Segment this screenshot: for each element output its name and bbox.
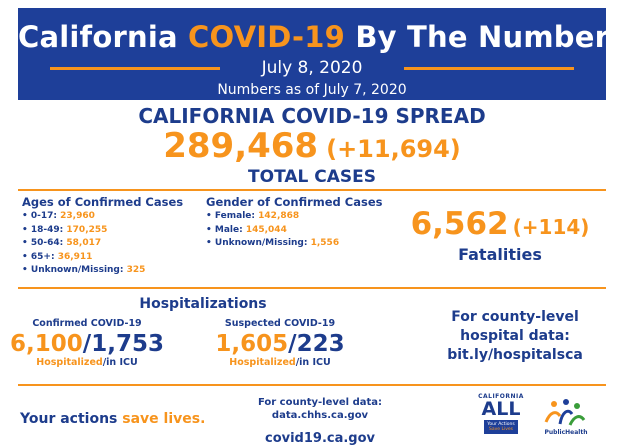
page-title: California COVID-19 By The Numbers (18, 20, 624, 54)
confirmed-sublabel: Hospitalized/in ICU (36, 357, 138, 368)
suspected-label: Suspected COVID-19 (224, 318, 336, 329)
total-cases-label: TOTAL CASES (248, 167, 376, 187)
confirmed-numbers: 6,100/1,753 (10, 331, 164, 357)
ages-list: • 0-17: 23,960 • 18-49: 170,255 • 50-64:… (22, 211, 145, 279)
county-hospital-line1: For county-level (451, 309, 579, 325)
public-health-icon (544, 399, 586, 426)
list-item: • Female: 142,868 (206, 211, 300, 221)
report-date: July 8, 2020 (261, 58, 363, 78)
total-cases-figure: 289,468 (+11,694) (0, 126, 624, 166)
county-data-label: For county-level data: (257, 397, 383, 408)
header-rule-right (404, 67, 574, 70)
list-item: • 65+: 36,911 (22, 251, 93, 262)
confirmed-label: Confirmed COVID-19 (32, 318, 142, 329)
fatalities-figure: 6,562 (+114) (410, 206, 590, 242)
list-item: • Unknown/Missing: 325 (22, 265, 146, 275)
county-hospital-line2: hospital data: (460, 328, 570, 344)
gender-list: • Female: 142,868 • Male: 145,044 • Unkn… (206, 211, 339, 252)
list-item: • 0-17: 23,960 (22, 211, 95, 221)
ages-title: Ages of Confirmed Cases (22, 195, 184, 209)
public-health-logo: PublicHealth (540, 398, 592, 440)
divider-bottom (18, 384, 606, 386)
actions-slogan: Your actions save lives. (20, 411, 206, 427)
list-item: • 50-64: 58,017 (22, 238, 102, 248)
spread-title: CALIFORNIA COVID-19 SPREAD (138, 104, 486, 128)
as-of-date: Numbers as of July 7, 2020 (217, 82, 407, 98)
confirmed-hospital-stat: Confirmed COVID-19 6,100/1,753 Hospitali… (2, 318, 172, 368)
total-cases-value: 289,468 (163, 126, 319, 166)
gender-title: Gender of Confirmed Cases (206, 195, 383, 209)
covid-site-link[interactable]: covid19.ca.gov (264, 431, 376, 445)
list-item: • Unknown/Missing: 1,556 (206, 238, 340, 248)
title-part1: California (18, 20, 178, 54)
header-banner: California COVID-19 By The Numbers July … (18, 8, 624, 100)
county-hospital-link[interactable]: bit.ly/hospitalsca (447, 347, 583, 363)
total-cases-change: (+11,694) (326, 135, 461, 163)
list-item: • 18-49: 170,255 (22, 224, 108, 235)
divider-middle (18, 287, 606, 289)
suspected-hospital-stat: Suspected COVID-19 1,605/223 Hospitalize… (195, 318, 365, 368)
suspected-numbers: 1,605/223 (215, 331, 345, 357)
fatalities-value: 6,562 (410, 206, 509, 242)
county-data-link[interactable]: data.chhs.ca.gov (271, 410, 369, 421)
title-part2: By The Numbers (355, 20, 624, 54)
list-item: • Male: 145,044 (206, 224, 287, 235)
hospitalizations-title: Hospitalizations (139, 296, 267, 312)
suspected-sublabel: Hospitalized/in ICU (229, 357, 331, 368)
fatalities-label: Fatalities (458, 245, 542, 264)
california-all-logo: CALIFORNIA ALL Your Actions Save Lives (478, 393, 524, 434)
fatalities-change: (+114) (512, 215, 590, 239)
header-rule-left (50, 67, 220, 70)
county-hospital-info: For county-level hospital data: bit.ly/h… (425, 308, 605, 365)
title-highlight: COVID-19 (188, 20, 346, 54)
divider-top (18, 189, 606, 191)
footer-links: For county-level data: data.chhs.ca.gov … (240, 396, 400, 445)
